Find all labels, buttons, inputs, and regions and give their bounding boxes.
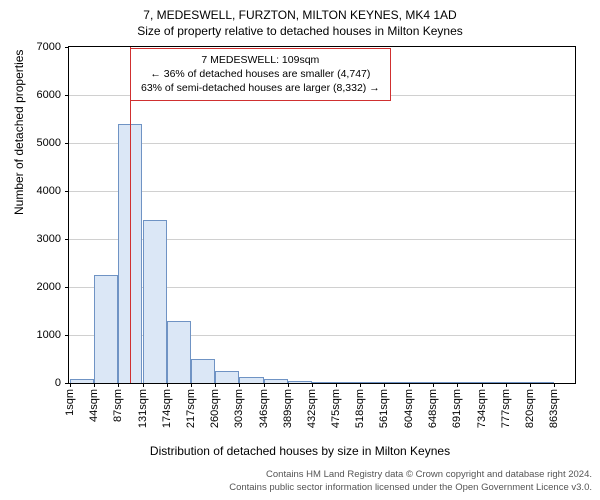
histogram-bar: [481, 382, 505, 383]
x-tick-label: 432sqm: [306, 389, 318, 428]
x-tick: [482, 383, 483, 387]
title-main: 7, MEDESWELL, FURZTON, MILTON KEYNES, MK…: [0, 0, 600, 22]
chart-container: 7, MEDESWELL, FURZTON, MILTON KEYNES, MK…: [0, 0, 600, 500]
histogram-bar: [529, 382, 553, 383]
x-tick-label: 87sqm: [112, 389, 124, 422]
x-tick-label: 734sqm: [476, 389, 488, 428]
x-tick-label: 561sqm: [378, 389, 390, 428]
legend-line-1: 7 MEDESWELL: 109sqm: [141, 53, 380, 67]
histogram-bar: [360, 382, 384, 383]
footer-line-1: Contains HM Land Registry data © Crown c…: [229, 469, 592, 481]
histogram-bar: [288, 381, 312, 383]
footer-line-2: Contains public sector information licen…: [229, 482, 592, 494]
histogram-bar: [167, 321, 191, 383]
x-tick-label: 777sqm: [500, 389, 512, 428]
y-tick-label: 2000: [37, 281, 61, 293]
y-tick-label: 4000: [37, 185, 61, 197]
x-tick-label: 475sqm: [330, 389, 342, 428]
y-tick-label: 3000: [37, 233, 61, 245]
title-sub: Size of property relative to detached ho…: [0, 22, 600, 38]
histogram-bar: [384, 382, 408, 383]
x-tick: [167, 383, 168, 387]
x-axis-label: Distribution of detached houses by size …: [0, 444, 600, 458]
y-axis-label: Number of detached properties: [12, 50, 26, 215]
x-tick-label: 648sqm: [427, 389, 439, 428]
x-tick: [191, 383, 192, 387]
legend-line-3: 63% of semi-detached houses are larger (…: [141, 81, 380, 95]
legend-line-2: ← 36% of detached houses are smaller (4,…: [141, 67, 380, 81]
x-tick-label: 389sqm: [282, 389, 294, 428]
x-tick: [312, 383, 313, 387]
x-tick-label: 691sqm: [451, 389, 463, 428]
y-tick: [65, 143, 69, 144]
x-tick: [239, 383, 240, 387]
grid-line: [69, 191, 575, 192]
x-tick-label: 303sqm: [233, 389, 245, 428]
x-tick: [554, 383, 555, 387]
x-tick: [94, 383, 95, 387]
histogram-bar: [215, 371, 239, 383]
histogram-bar: [505, 382, 529, 383]
footer-attribution: Contains HM Land Registry data © Crown c…: [229, 469, 592, 494]
x-tick: [288, 383, 289, 387]
y-tick-label: 7000: [37, 41, 61, 53]
x-tick: [506, 383, 507, 387]
y-tick: [65, 239, 69, 240]
x-tick: [143, 383, 144, 387]
histogram-bar: [264, 379, 288, 383]
y-tick: [65, 95, 69, 96]
x-tick-label: 604sqm: [403, 389, 415, 428]
histogram-bar: [239, 377, 263, 383]
x-tick-label: 174sqm: [161, 389, 173, 428]
x-tick: [264, 383, 265, 387]
y-tick-label: 0: [55, 377, 61, 389]
x-tick-label: 217sqm: [185, 389, 197, 428]
x-tick: [360, 383, 361, 387]
x-tick-label: 820sqm: [524, 389, 536, 428]
y-tick-label: 1000: [37, 329, 61, 341]
x-tick-label: 44sqm: [88, 389, 100, 422]
y-tick: [65, 191, 69, 192]
histogram-bar: [312, 382, 336, 383]
y-tick: [65, 47, 69, 48]
y-tick: [65, 287, 69, 288]
legend-box: 7 MEDESWELL: 109sqm ← 36% of detached ho…: [130, 48, 391, 101]
x-tick: [457, 383, 458, 387]
histogram-bar: [433, 382, 457, 383]
histogram-bar: [336, 382, 360, 383]
x-tick: [384, 383, 385, 387]
x-tick: [336, 383, 337, 387]
y-tick-label: 5000: [37, 137, 61, 149]
x-tick: [530, 383, 531, 387]
x-tick-label: 863sqm: [548, 389, 560, 428]
histogram-bar: [143, 220, 167, 383]
histogram-bar: [409, 382, 433, 383]
x-tick-label: 131sqm: [137, 389, 149, 428]
x-tick-label: 346sqm: [258, 389, 270, 428]
y-tick: [65, 335, 69, 336]
histogram-bar: [191, 359, 215, 383]
x-tick: [70, 383, 71, 387]
x-tick-label: 1sqm: [64, 389, 76, 416]
x-tick: [215, 383, 216, 387]
x-tick-label: 260sqm: [209, 389, 221, 428]
histogram-bar: [94, 275, 118, 383]
histogram-bar: [70, 379, 94, 383]
histogram-bar: [457, 382, 481, 383]
y-tick: [65, 383, 69, 384]
x-tick: [118, 383, 119, 387]
x-tick: [433, 383, 434, 387]
y-tick-label: 6000: [37, 89, 61, 101]
x-tick-label: 518sqm: [354, 389, 366, 428]
grid-line: [69, 143, 575, 144]
x-tick: [409, 383, 410, 387]
